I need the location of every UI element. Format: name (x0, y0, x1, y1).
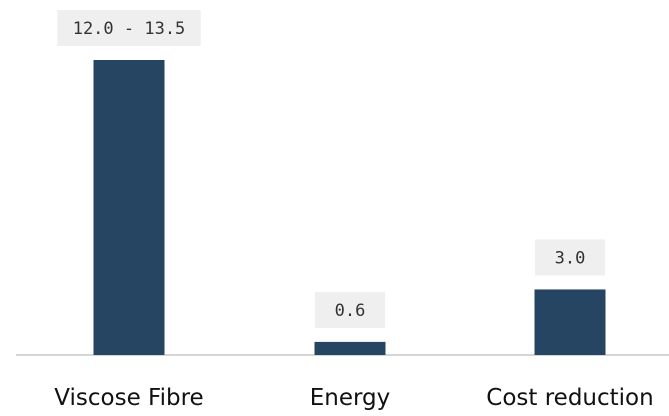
data-label-box (535, 239, 605, 276)
bar-marks: 12.0 - 13.5 Viscose Fibre 0.6 Energy 3.0 Cost… (54, 10, 654, 411)
data-label: 3.0 (555, 248, 586, 268)
data-label-box (57, 10, 201, 46)
data-label-box (315, 291, 385, 328)
data-label: 12.0 - 13.5 (73, 19, 186, 39)
bar (314, 341, 386, 355)
category-label: Cost reduction (486, 385, 653, 411)
bar (534, 289, 606, 355)
category-label: Energy (310, 385, 391, 411)
bar (93, 60, 165, 355)
category-label: Viscose Fibre (54, 385, 203, 411)
data-label: 0.6 (335, 301, 366, 321)
